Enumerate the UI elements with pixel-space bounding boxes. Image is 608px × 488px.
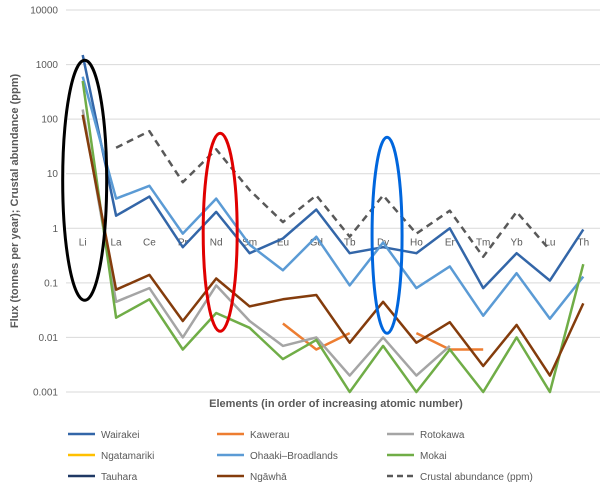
series-lines: [81, 54, 585, 394]
x-tick-label: Eu: [277, 237, 289, 248]
x-tick-label: Tb: [344, 237, 356, 248]
annotation-ellipse-li: [61, 58, 109, 302]
y-tick-label: 1: [52, 224, 58, 235]
x-tick-label: La: [111, 237, 123, 248]
y-tick-label: 0.1: [44, 278, 58, 289]
series-line-2: [81, 109, 451, 377]
legend-label: Tauhara: [101, 472, 138, 483]
annotation-ellipse-nd: [201, 131, 239, 333]
series-line-7: [81, 114, 585, 377]
x-tick-label: Nd: [210, 237, 223, 248]
x-tick-label: Gd: [310, 237, 323, 248]
y-axis-title: Flux (tonnes per year); Crustal abundanc…: [9, 74, 21, 329]
x-tick-label: Ho: [410, 237, 423, 248]
legend-label: Ngāwhā: [250, 472, 287, 483]
y-tick-label: 0.001: [33, 388, 58, 399]
x-tick-label: Yb: [510, 237, 523, 248]
legend-label: Crustal abundance (ppm): [420, 472, 533, 483]
x-tick-label: Th: [577, 237, 589, 248]
series-line-1: [282, 322, 351, 351]
series-line-4: [81, 76, 585, 320]
y-tick-label: 1000: [36, 60, 59, 71]
legend-label: Kawerau: [250, 430, 289, 441]
x-tick-label: Li: [79, 237, 87, 248]
y-tick-label: 10000: [30, 6, 58, 17]
series-line-5: [81, 80, 585, 394]
legend-label: Ngatamariki: [101, 451, 154, 462]
legend-label: Mokai: [420, 451, 447, 462]
series-line-8: [115, 129, 551, 259]
annotation-ellipse-dy: [370, 135, 404, 335]
y-tick-label: 10: [47, 169, 59, 180]
y-tick-label: 100: [41, 115, 58, 126]
x-tick-label: Pr: [178, 237, 189, 248]
x-tick-label: Lu: [544, 237, 555, 248]
x-axis-title: Elements (in order of increasing atomic …: [209, 398, 463, 410]
legend: Wairakei Kawerau Rotokawa Ngatamariki Ohaaki…: [68, 430, 533, 483]
y-axis-ticks: 0.001 0.01 0.1 1 10 100 1000 10000: [30, 6, 58, 399]
annotations: [61, 58, 404, 335]
x-tick-label: Ce: [143, 237, 156, 248]
legend-label: Ohaaki–Broadlands: [250, 451, 338, 462]
x-tick-label: Tm: [476, 237, 490, 248]
legend-label: Wairakei: [101, 430, 140, 441]
legend-label: Rotokawa: [420, 430, 465, 441]
y-tick-label: 0.01: [39, 333, 59, 344]
series-line-0: [81, 54, 585, 290]
x-tick-label: Er: [445, 237, 456, 248]
